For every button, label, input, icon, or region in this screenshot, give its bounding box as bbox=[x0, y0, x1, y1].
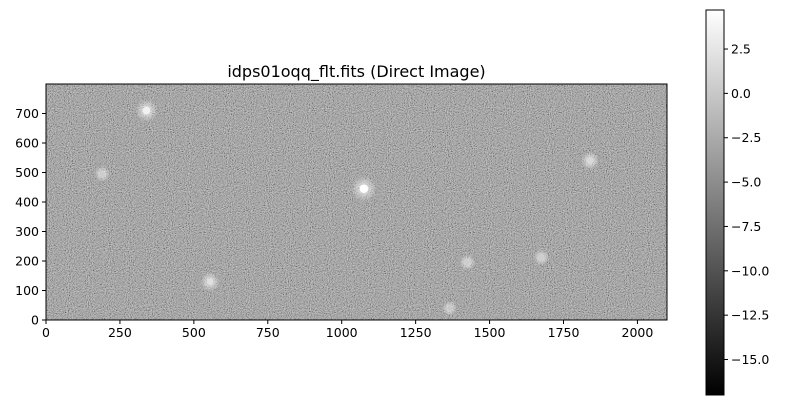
source-mark bbox=[442, 300, 457, 316]
y-tick-label: 300 bbox=[15, 224, 39, 239]
y-tick-label: 100 bbox=[15, 283, 39, 298]
colorbar-gradient bbox=[705, 9, 725, 396]
source-mark bbox=[533, 249, 550, 266]
x-tick-label: 1500 bbox=[474, 325, 506, 340]
colorbar-tick-label: 0.0 bbox=[731, 86, 751, 101]
y-tick-label: 700 bbox=[15, 106, 39, 121]
image-noise bbox=[46, 84, 667, 320]
source-mark bbox=[459, 254, 476, 271]
image-area bbox=[45, 83, 668, 321]
colorbar-tick-label: −7.5 bbox=[731, 219, 761, 234]
colorbar-tick-label: −5.0 bbox=[731, 175, 761, 190]
x-axis: 0 250 500 750 1000 1250 1500 1750 2000 bbox=[42, 320, 653, 340]
y-tick-label: 400 bbox=[15, 195, 39, 210]
chart-title: idps01oqq_flt.fits (Direct Image) bbox=[227, 62, 485, 82]
x-tick-label: 250 bbox=[108, 325, 132, 340]
y-tick-label: 0 bbox=[31, 313, 39, 328]
colorbar-tick-label: −2.5 bbox=[731, 130, 761, 145]
x-tick-label: 2000 bbox=[622, 325, 654, 340]
x-tick-label: 1750 bbox=[548, 325, 580, 340]
x-tick-label: 1000 bbox=[326, 325, 358, 340]
x-tick-label: 1250 bbox=[400, 325, 432, 340]
colorbar: 2.5 0.0 −2.5 −5.0 −7.5 −10.0 −12.5 −15.0 bbox=[705, 9, 769, 396]
y-tick-label: 500 bbox=[15, 165, 39, 180]
colorbar-tick-label: 2.5 bbox=[731, 42, 751, 57]
source-mark bbox=[94, 166, 111, 182]
y-axis: 0 100 200 300 400 500 600 700 bbox=[15, 106, 46, 328]
x-tick-label: 500 bbox=[182, 325, 206, 340]
colorbar-tick-label: −10.0 bbox=[731, 263, 769, 278]
x-tick-label: 0 bbox=[42, 325, 50, 340]
y-tick-label: 200 bbox=[15, 254, 39, 269]
source-mark bbox=[581, 151, 600, 170]
source-mark bbox=[135, 99, 158, 122]
colorbar-tick-label: −12.5 bbox=[731, 308, 769, 323]
source-mark bbox=[200, 272, 220, 292]
x-tick-label: 750 bbox=[256, 325, 280, 340]
y-tick-label: 600 bbox=[15, 136, 39, 151]
source-mark bbox=[351, 175, 377, 202]
colorbar-tick-label: −15.0 bbox=[731, 352, 769, 367]
